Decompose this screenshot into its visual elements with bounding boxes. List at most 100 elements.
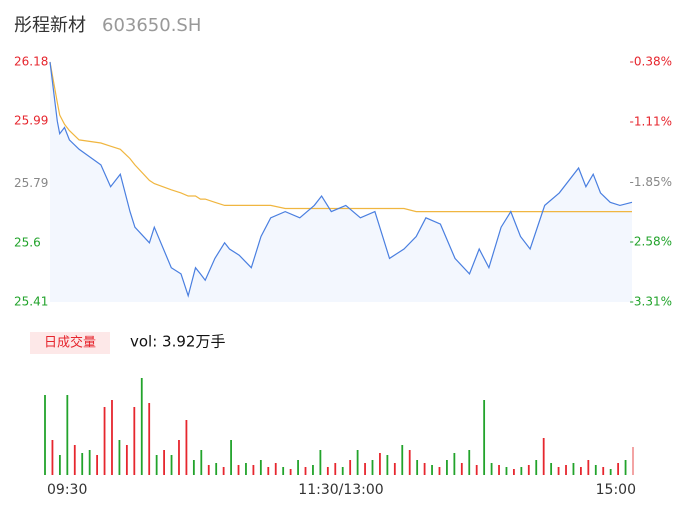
- y2-tick-label: -1.11%: [630, 114, 672, 128]
- volume-bar: [237, 465, 240, 475]
- volume-bar: [364, 463, 366, 475]
- volume-bar: [192, 460, 195, 475]
- volume-bar: [632, 447, 634, 475]
- volume-bar: [617, 463, 620, 475]
- volume-bar: [408, 450, 411, 475]
- volume-bar: [140, 378, 143, 475]
- volume-bar: [215, 463, 218, 475]
- volume-bar: [252, 465, 255, 475]
- volume-bar: [163, 450, 165, 475]
- volume-bar: [594, 465, 597, 475]
- volume-bar: [341, 467, 344, 475]
- volume-bar: [446, 460, 448, 475]
- volume-bar: [401, 445, 404, 475]
- stock-name: 彤程新材: [14, 15, 86, 36]
- volume-bar: [505, 467, 508, 475]
- volume-bar: [81, 453, 84, 475]
- volume-bar: [282, 467, 285, 475]
- volume-bar: [44, 395, 46, 475]
- volume-bar: [624, 460, 627, 475]
- volume-bar: [267, 467, 270, 475]
- volume-bar: [178, 440, 180, 475]
- volume-bar: [66, 395, 69, 475]
- volume-bar: [125, 445, 128, 475]
- volume-bar: [431, 465, 433, 475]
- volume-bar: [587, 460, 590, 475]
- volume-bar: [572, 463, 575, 475]
- volume-bar: [185, 420, 188, 475]
- average-line: [49, 61, 632, 213]
- volume-bar: [103, 407, 106, 475]
- volume-bar: [73, 445, 76, 475]
- volume-bar: [557, 467, 560, 475]
- legend-label: 日成交量: [44, 335, 96, 351]
- volume-bar: [483, 400, 486, 475]
- volume-bar: [393, 463, 396, 475]
- volume-bar: [334, 463, 337, 475]
- volume-bar: [96, 455, 99, 475]
- volume-bar: [535, 460, 538, 475]
- volume-bar: [579, 467, 582, 475]
- stock-code: 603650.SH: [102, 15, 201, 36]
- y-tick-label: 25.79: [14, 176, 48, 190]
- volume-bar: [527, 465, 530, 475]
- x-tick-label: 09:30: [47, 482, 87, 498]
- volume-bar: [416, 460, 419, 475]
- y-tick-label: 25.6: [14, 235, 41, 249]
- volume-bar: [490, 463, 493, 475]
- volume-bar: [133, 407, 136, 475]
- volume-bar: [498, 465, 500, 475]
- volume-bar: [326, 467, 329, 475]
- y-tick-label: 25.41: [14, 295, 48, 309]
- volume-bar: [297, 460, 299, 475]
- volume-bar: [468, 450, 471, 475]
- x-tick-label: 11:30/13:00: [298, 482, 383, 498]
- volume-bar: [200, 450, 203, 475]
- y2-tick-label: -2.58%: [630, 235, 672, 249]
- volume-bar: [245, 463, 247, 475]
- volume-bar: [274, 463, 277, 475]
- y-tick-label: 26.18: [14, 55, 48, 69]
- volume-bar: [148, 403, 151, 475]
- volume-bar: [170, 455, 173, 475]
- volume-bar: [356, 450, 359, 475]
- legend-box: [30, 332, 110, 354]
- y2-tick-label: -1.85%: [630, 175, 672, 189]
- volume-summary: vol: 3.92万手: [130, 333, 225, 351]
- volume-bar: [289, 469, 292, 475]
- volume-bar: [542, 438, 545, 475]
- volume-bar: [423, 463, 426, 475]
- y2-tick-label: -3.31%: [630, 295, 672, 309]
- volume-bar: [460, 463, 463, 475]
- volume-bar: [349, 460, 352, 475]
- y2-tick-label: -0.38%: [630, 55, 672, 69]
- volume-bar: [602, 467, 605, 475]
- price-area: [50, 62, 632, 302]
- volume-bar: [453, 453, 456, 475]
- volume-bar: [304, 467, 307, 475]
- volume-bar: [475, 465, 478, 475]
- volume-bar: [371, 460, 374, 475]
- price-line: [49, 61, 633, 298]
- volume-bar: [230, 440, 232, 475]
- volume-bar: [207, 465, 210, 475]
- volume-bar: [386, 455, 389, 475]
- volume-bar: [550, 463, 553, 475]
- volume-bar: [155, 455, 158, 475]
- volume-bar: [111, 400, 113, 475]
- volume-bar: [118, 440, 121, 475]
- volume-bar: [513, 469, 515, 475]
- volume-bar: [58, 455, 61, 475]
- volume-bar: [259, 460, 262, 475]
- volume-bar: [51, 440, 54, 475]
- volume-bar: [520, 467, 523, 475]
- volume-bar: [565, 465, 567, 475]
- volume-bar: [88, 450, 91, 475]
- volume-bar: [438, 467, 441, 475]
- volume-bar: [319, 450, 322, 475]
- volume-bar: [312, 465, 314, 475]
- volume-bar: [379, 453, 381, 475]
- y-tick-label: 25.99: [14, 114, 48, 128]
- volume-bar: [609, 469, 612, 475]
